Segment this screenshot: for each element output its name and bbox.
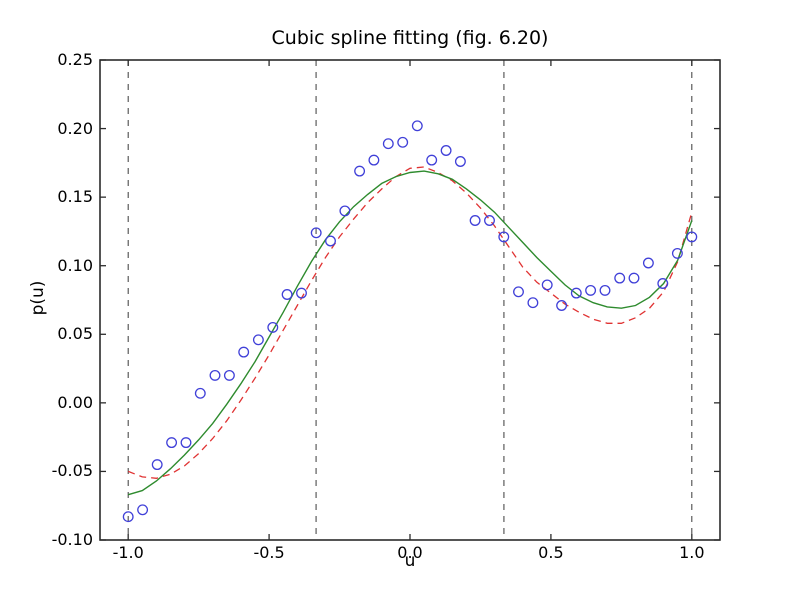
y-tick-label: 0.00 — [57, 392, 93, 412]
data-point-marker — [426, 154, 438, 166]
axes-frame — [99, 59, 721, 541]
y-tick-label: 0.15 — [57, 187, 93, 207]
data-point-marker — [657, 278, 669, 289]
data-point-marker — [281, 289, 293, 300]
data-point-marker — [209, 369, 221, 381]
data-point-marker — [541, 279, 553, 291]
data-point-marker — [556, 300, 568, 311]
chart-title: Cubic spline fitting (fig. 6.20) — [271, 27, 549, 49]
data-point-marker — [252, 334, 264, 346]
y-tick-label: -0.05 — [51, 461, 93, 481]
data-point-marker — [440, 145, 452, 156]
data-point-marker — [411, 120, 423, 132]
data-point-marker — [310, 227, 322, 239]
data-point-marker — [469, 215, 481, 226]
y-tick-label: 0.25 — [57, 50, 93, 69]
data-point-marker — [180, 437, 192, 449]
red-dashed-curve — [127, 166, 693, 479]
data-point-marker — [354, 165, 366, 177]
x-axis-label: u — [404, 551, 416, 571]
data-point-marker — [137, 504, 149, 516]
x-tick-label: 0.0 — [397, 543, 423, 562]
data-point-marker — [325, 235, 336, 247]
data-point-marker — [238, 346, 250, 358]
data-point-marker — [368, 154, 380, 166]
data-point-marker — [614, 272, 626, 284]
data-point-marker — [484, 215, 495, 226]
data-point-marker — [339, 205, 351, 217]
x-tick-label: 0.5 — [538, 543, 564, 562]
data-point-marker — [194, 387, 206, 399]
data-point-marker — [382, 138, 394, 150]
data-point-marker — [454, 156, 466, 167]
x-tick-label: 1.0 — [679, 543, 705, 562]
data-point-marker — [671, 247, 683, 259]
y-tick-label: -0.10 — [51, 530, 93, 549]
x-tick-label: -0.5 — [253, 543, 285, 562]
data-point-marker — [166, 437, 178, 449]
y-tick-label: 0.20 — [57, 118, 93, 138]
data-point-marker — [628, 272, 640, 284]
data-point-marker — [686, 231, 698, 243]
data-point-marker — [223, 369, 235, 381]
data-point-marker — [599, 284, 611, 296]
x-tick-label: -1.0 — [112, 543, 144, 562]
data-point-marker — [585, 284, 597, 296]
data-point-marker — [570, 287, 582, 299]
data-point-marker — [397, 136, 409, 148]
data-point-marker — [498, 231, 510, 243]
green-spline-curve — [128, 170, 693, 496]
y-tick-label: 0.05 — [57, 324, 93, 344]
y-axis-label: p(u) — [28, 280, 48, 316]
data-point-marker — [267, 321, 279, 333]
data-point-marker — [151, 459, 163, 471]
data-point-marker — [527, 297, 539, 309]
data-point-marker — [513, 286, 524, 298]
data-point-marker — [122, 511, 134, 523]
data-point-marker — [296, 287, 307, 299]
data-point-marker — [642, 257, 654, 269]
y-tick-label: 0.10 — [57, 255, 93, 275]
